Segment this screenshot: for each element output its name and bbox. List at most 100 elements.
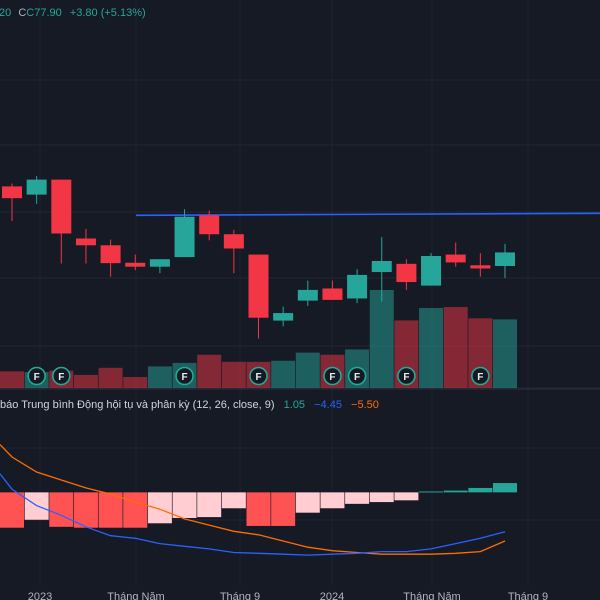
candle-body [26, 179, 47, 195]
macd-histogram-bar [246, 492, 271, 526]
ohlc-legend: 20 CC77.90 +3.80 (+5.13%) [0, 7, 146, 19]
candle[interactable] [445, 242, 466, 267]
volume-bar [98, 367, 123, 388]
candle[interactable] [51, 179, 72, 264]
candle[interactable] [248, 254, 269, 339]
financial-marker-label: F [255, 372, 261, 383]
macd-histogram-bar [147, 492, 172, 524]
candle[interactable] [421, 253, 442, 286]
candle-body [297, 289, 318, 301]
candle[interactable] [223, 229, 244, 274]
candle-body [174, 216, 195, 258]
ohlc-prefix: 20 [0, 7, 11, 19]
volume-bar [271, 360, 296, 388]
candle-body [223, 234, 244, 249]
candle-body [75, 238, 96, 246]
macd-legend: báo Trung bình Động hội tụ và phân kỳ (1… [0, 399, 379, 411]
candlesticks[interactable] [2, 176, 515, 339]
macd-histogram-bar [98, 492, 123, 528]
signal-value: −5.50 [351, 399, 379, 411]
candle[interactable] [371, 237, 392, 302]
macd-histogram-bar [123, 492, 148, 528]
candle-body [51, 179, 72, 234]
macd-histogram-bar [221, 492, 246, 509]
candle-body [396, 263, 417, 283]
candle-body [421, 255, 442, 286]
candle[interactable] [2, 183, 22, 222]
macd-histogram-bar [320, 492, 345, 509]
candle-body [248, 254, 269, 318]
candle-body [100, 245, 121, 264]
x-axis-label: Tháng Năm [107, 591, 164, 600]
macd-histogram-bar [271, 492, 296, 526]
volume-bar [197, 354, 222, 388]
candle[interactable] [297, 280, 318, 306]
macd-histogram-bar [345, 492, 370, 504]
macd-histogram-bar [197, 492, 222, 518]
macd-signal-line [0, 444, 506, 555]
candle[interactable] [149, 259, 170, 274]
candle[interactable] [273, 306, 294, 327]
candle-body [2, 186, 22, 199]
candle[interactable] [347, 269, 368, 304]
macd-value: −4.45 [314, 399, 342, 411]
candle[interactable] [470, 253, 491, 277]
financial-marker-icon[interactable]: F [323, 366, 342, 386]
volume-bar [295, 352, 320, 388]
candle-body [273, 313, 294, 321]
financial-marker-icon[interactable]: F [249, 366, 268, 386]
candle[interactable] [396, 259, 417, 290]
volume-bar [369, 290, 394, 388]
candle[interactable] [26, 176, 47, 204]
candle[interactable] [495, 243, 515, 279]
macd-histogram-bar [443, 490, 468, 493]
candle-body [470, 265, 491, 269]
candle-body [495, 252, 515, 266]
candle-body [322, 288, 343, 300]
financial-marker-icon[interactable]: F [175, 366, 194, 386]
macd-histogram-bar [295, 492, 320, 513]
candle[interactable] [174, 209, 195, 258]
candle-body [371, 260, 392, 273]
x-axis: 2023 Tháng Năm Tháng 9 2024 Tháng Năm Tháng 9 [28, 591, 548, 600]
volume-bar [493, 319, 517, 388]
x-axis-label: Tháng 9 [508, 591, 548, 600]
macd-histogram-bar [0, 492, 24, 528]
candle-body [347, 274, 368, 299]
volume-bar [221, 361, 246, 388]
financial-marker-label: F [329, 372, 335, 383]
financial-marker-label: F [58, 372, 64, 383]
financial-marker-label: F [403, 372, 409, 383]
volume-bar [0, 371, 24, 388]
financial-marker-icon[interactable]: F [347, 366, 367, 386]
financial-marker-icon[interactable]: F [397, 366, 416, 386]
macd-hist-value: 1.05 [284, 399, 305, 411]
macd-title: báo Trung bình Động hội tụ và phân kỳ (1… [0, 399, 275, 411]
resistance-line[interactable] [135, 212, 600, 217]
financial-marker-icon[interactable]: F [27, 366, 46, 386]
macd-histogram-bar [419, 491, 444, 493]
volume-bar [73, 374, 98, 388]
macd-histogram-bar [73, 492, 98, 528]
financial-marker-icon[interactable]: F [51, 366, 71, 386]
candle[interactable] [322, 280, 343, 300]
macd-histogram-bar [394, 492, 419, 501]
financial-marker-label: F [354, 372, 360, 383]
candle[interactable] [199, 210, 220, 241]
candle[interactable] [75, 228, 96, 264]
volume-bar [147, 366, 172, 388]
candle-body [125, 262, 146, 267]
financial-marker-icon[interactable]: F [471, 366, 490, 386]
financial-marker-label: F [477, 372, 483, 383]
volume-bar [419, 308, 444, 388]
macd-line [0, 473, 506, 556]
candle[interactable] [125, 254, 146, 271]
close-value: C77.90 [26, 7, 61, 19]
x-axis-label: Tháng 9 [220, 591, 260, 600]
macd-histogram-bar [468, 487, 493, 493]
x-axis-label: 2024 [320, 591, 344, 600]
candle[interactable] [100, 239, 121, 277]
macd-histogram-bar [493, 483, 517, 493]
